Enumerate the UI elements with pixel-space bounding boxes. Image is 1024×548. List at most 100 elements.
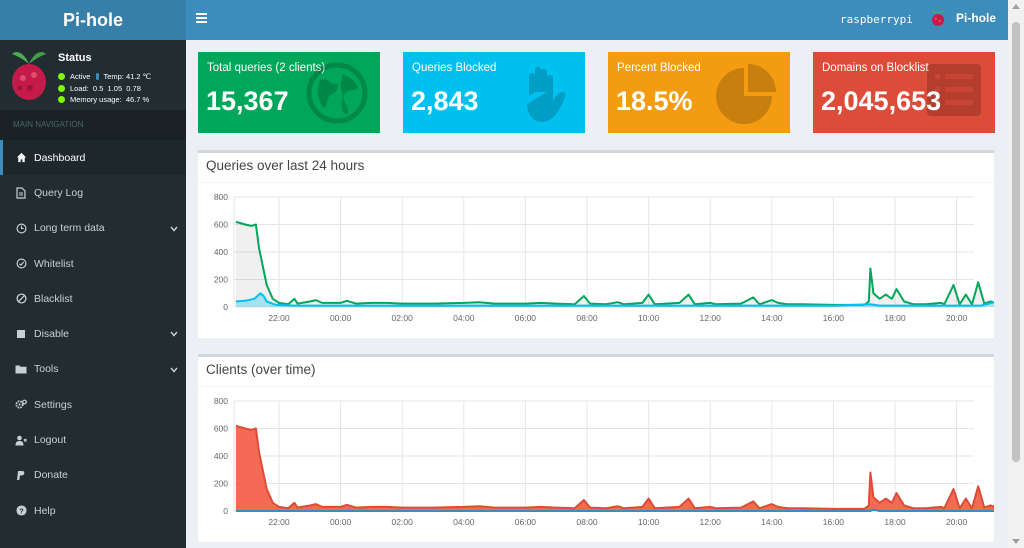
stop-icon <box>15 328 27 340</box>
sidebar: Status Active Temp: 41.2 ℃ Load: 0.5 1.0… <box>0 40 186 548</box>
x-tick-label: 20:00 <box>946 517 968 527</box>
file-text-icon <box>15 187 27 199</box>
folder-icon <box>15 363 27 375</box>
sidebar-item-label: Settings <box>34 398 72 411</box>
y-tick-label: 200 <box>214 275 228 285</box>
status-memory-line: Memory usage: 46.7 % <box>58 95 149 104</box>
hand-icon <box>513 62 573 131</box>
sidebar-item-help[interactable]: ? Help <box>0 493 186 528</box>
sidebar-item-label: Tools <box>34 363 59 376</box>
status-temp: Temp: 41.2 ℃ <box>103 72 152 81</box>
status-panel: Status Active Temp: 41.2 ℃ Load: 0.5 1.0… <box>0 40 186 110</box>
queries-chart-title: Queries over last 24 hours <box>198 153 994 183</box>
domains-blocklist-box[interactable]: Domains on Blocklist 2,045,653 <box>813 52 995 133</box>
top-navbar: raspberrypi Pi-hole <box>186 0 1008 40</box>
app-title: Pi-hole <box>62 9 123 30</box>
x-tick-label: 22:00 <box>268 313 290 323</box>
pie-chart-icon <box>714 62 778 131</box>
stat-value: 2,843 <box>411 86 479 116</box>
y-tick-label: 600 <box>214 424 228 434</box>
user-times-icon <box>15 434 27 446</box>
total-queries-box[interactable]: Total queries (2 clients) 15,367 <box>198 52 380 133</box>
sidebar-item-blacklist[interactable]: Blacklist <box>0 281 186 316</box>
scroll-up-icon[interactable] <box>1012 4 1020 9</box>
sidebar-item-label: Logout <box>34 434 67 447</box>
x-tick-label: 02:00 <box>392 313 414 323</box>
home-icon <box>15 152 27 164</box>
hostname-label: raspberrypi <box>840 13 913 26</box>
clients-chart-box: Clients (over time) 0 200 400 600 800 22:00 00… <box>198 354 994 542</box>
memory-dot-icon <box>58 96 65 103</box>
x-tick-label: 10:00 <box>638 313 660 323</box>
sidebar-item-settings[interactable]: Settings <box>0 387 186 422</box>
sidebar-item-dashboard[interactable]: Dashboard <box>0 140 186 176</box>
series-1-line <box>235 508 994 512</box>
sidebar-item-long-term-data[interactable]: Long term data <box>0 211 186 246</box>
x-tick-label: 18:00 <box>884 313 906 323</box>
thermometer-icon <box>96 73 100 80</box>
chevron-down-icon <box>170 328 178 340</box>
svg-text:?: ? <box>19 506 24 515</box>
y-tick-label: 400 <box>214 451 228 461</box>
sidebar-item-label: Dashboard <box>34 151 86 164</box>
y-tick-label: 800 <box>214 396 228 406</box>
user-label: Pi-hole <box>956 11 997 25</box>
x-tick-label: 10:00 <box>638 517 660 527</box>
status-title: Status <box>58 52 92 64</box>
sidebar-item-donate[interactable]: Donate <box>0 458 186 493</box>
sidebar-item-label: Donate <box>34 469 68 482</box>
sidebar-item-query-log[interactable]: Query Log <box>0 175 186 210</box>
y-tick-label: 800 <box>214 192 228 202</box>
x-tick-label: 20:00 <box>946 313 968 323</box>
series-0-line <box>235 424 994 510</box>
check-circle-icon <box>15 258 27 270</box>
series-1-line <box>235 292 994 307</box>
user-menu[interactable]: Pi-hole <box>930 9 996 27</box>
nav-header: MAIN NAVIGATION <box>0 110 186 140</box>
y-tick-label: 0 <box>223 506 228 516</box>
x-tick-label: 00:00 <box>330 517 352 527</box>
sidebar-item-label: Blacklist <box>34 292 73 305</box>
sidebar-item-label: Disable <box>34 328 70 341</box>
queries-chart-box: Queries over last 24 hours 0 200 400 600 800… <box>198 150 994 338</box>
x-tick-label: 06:00 <box>515 517 537 527</box>
sidebar-item-whitelist[interactable]: Whitelist <box>0 246 186 281</box>
x-tick-label: 08:00 <box>576 313 598 323</box>
raspberry-icon <box>932 10 944 26</box>
x-tick-label: 04:00 <box>453 517 475 527</box>
scroll-down-icon[interactable] <box>1012 539 1020 544</box>
x-tick-label: 18:00 <box>884 517 906 527</box>
y-tick-label: 400 <box>214 247 228 257</box>
nav-list: Dashboard Query Log Long term data Whitelis… <box>0 140 186 528</box>
sidebar-item-disable[interactable]: Disable <box>0 316 186 351</box>
stat-value: 15,367 <box>206 86 289 116</box>
percent-blocked-box[interactable]: Percent Blocked 18.5% <box>608 52 790 133</box>
load-dot-icon <box>58 85 65 92</box>
chevron-down-icon <box>170 364 178 376</box>
stat-label: Domains on Blocklist <box>822 62 929 74</box>
sidebar-item-logout[interactable]: Logout <box>0 422 186 457</box>
app-logo[interactable]: Pi-hole <box>0 0 186 40</box>
list-alt-icon <box>925 62 983 123</box>
page-scrollbar[interactable] <box>1008 0 1024 548</box>
sidebar-item-label: Whitelist <box>34 257 74 270</box>
x-tick-label: 08:00 <box>576 517 598 527</box>
x-tick-label: 16:00 <box>823 517 845 527</box>
x-tick-label: 14:00 <box>761 313 783 323</box>
stat-value: 18.5% <box>616 86 693 116</box>
sidebar-item-tools[interactable]: Tools <box>0 352 186 387</box>
queries-blocked-box[interactable]: Queries Blocked 2,843 <box>403 52 585 133</box>
series-0-area <box>235 425 994 511</box>
stat-label: Queries Blocked <box>412 62 497 74</box>
paypal-icon <box>15 469 27 481</box>
x-tick-label: 16:00 <box>823 313 845 323</box>
queries-chart: 0 200 400 600 800 22:00 00:00 02:00 04:00 06:00 08… <box>214 192 994 323</box>
clients-chart: 0 200 400 600 800 22:00 00:00 02:00 04:00 06:00 08… <box>214 396 994 527</box>
sidebar-toggle-button[interactable] <box>196 11 210 27</box>
status-active-line: Active Temp: 41.2 ℃ <box>58 72 151 81</box>
y-tick-label: 600 <box>214 220 228 230</box>
x-tick-label: 00:00 <box>330 313 352 323</box>
x-tick-label: 02:00 <box>392 517 414 527</box>
gears-icon <box>15 399 27 411</box>
scroll-thumb[interactable] <box>1012 22 1020 462</box>
